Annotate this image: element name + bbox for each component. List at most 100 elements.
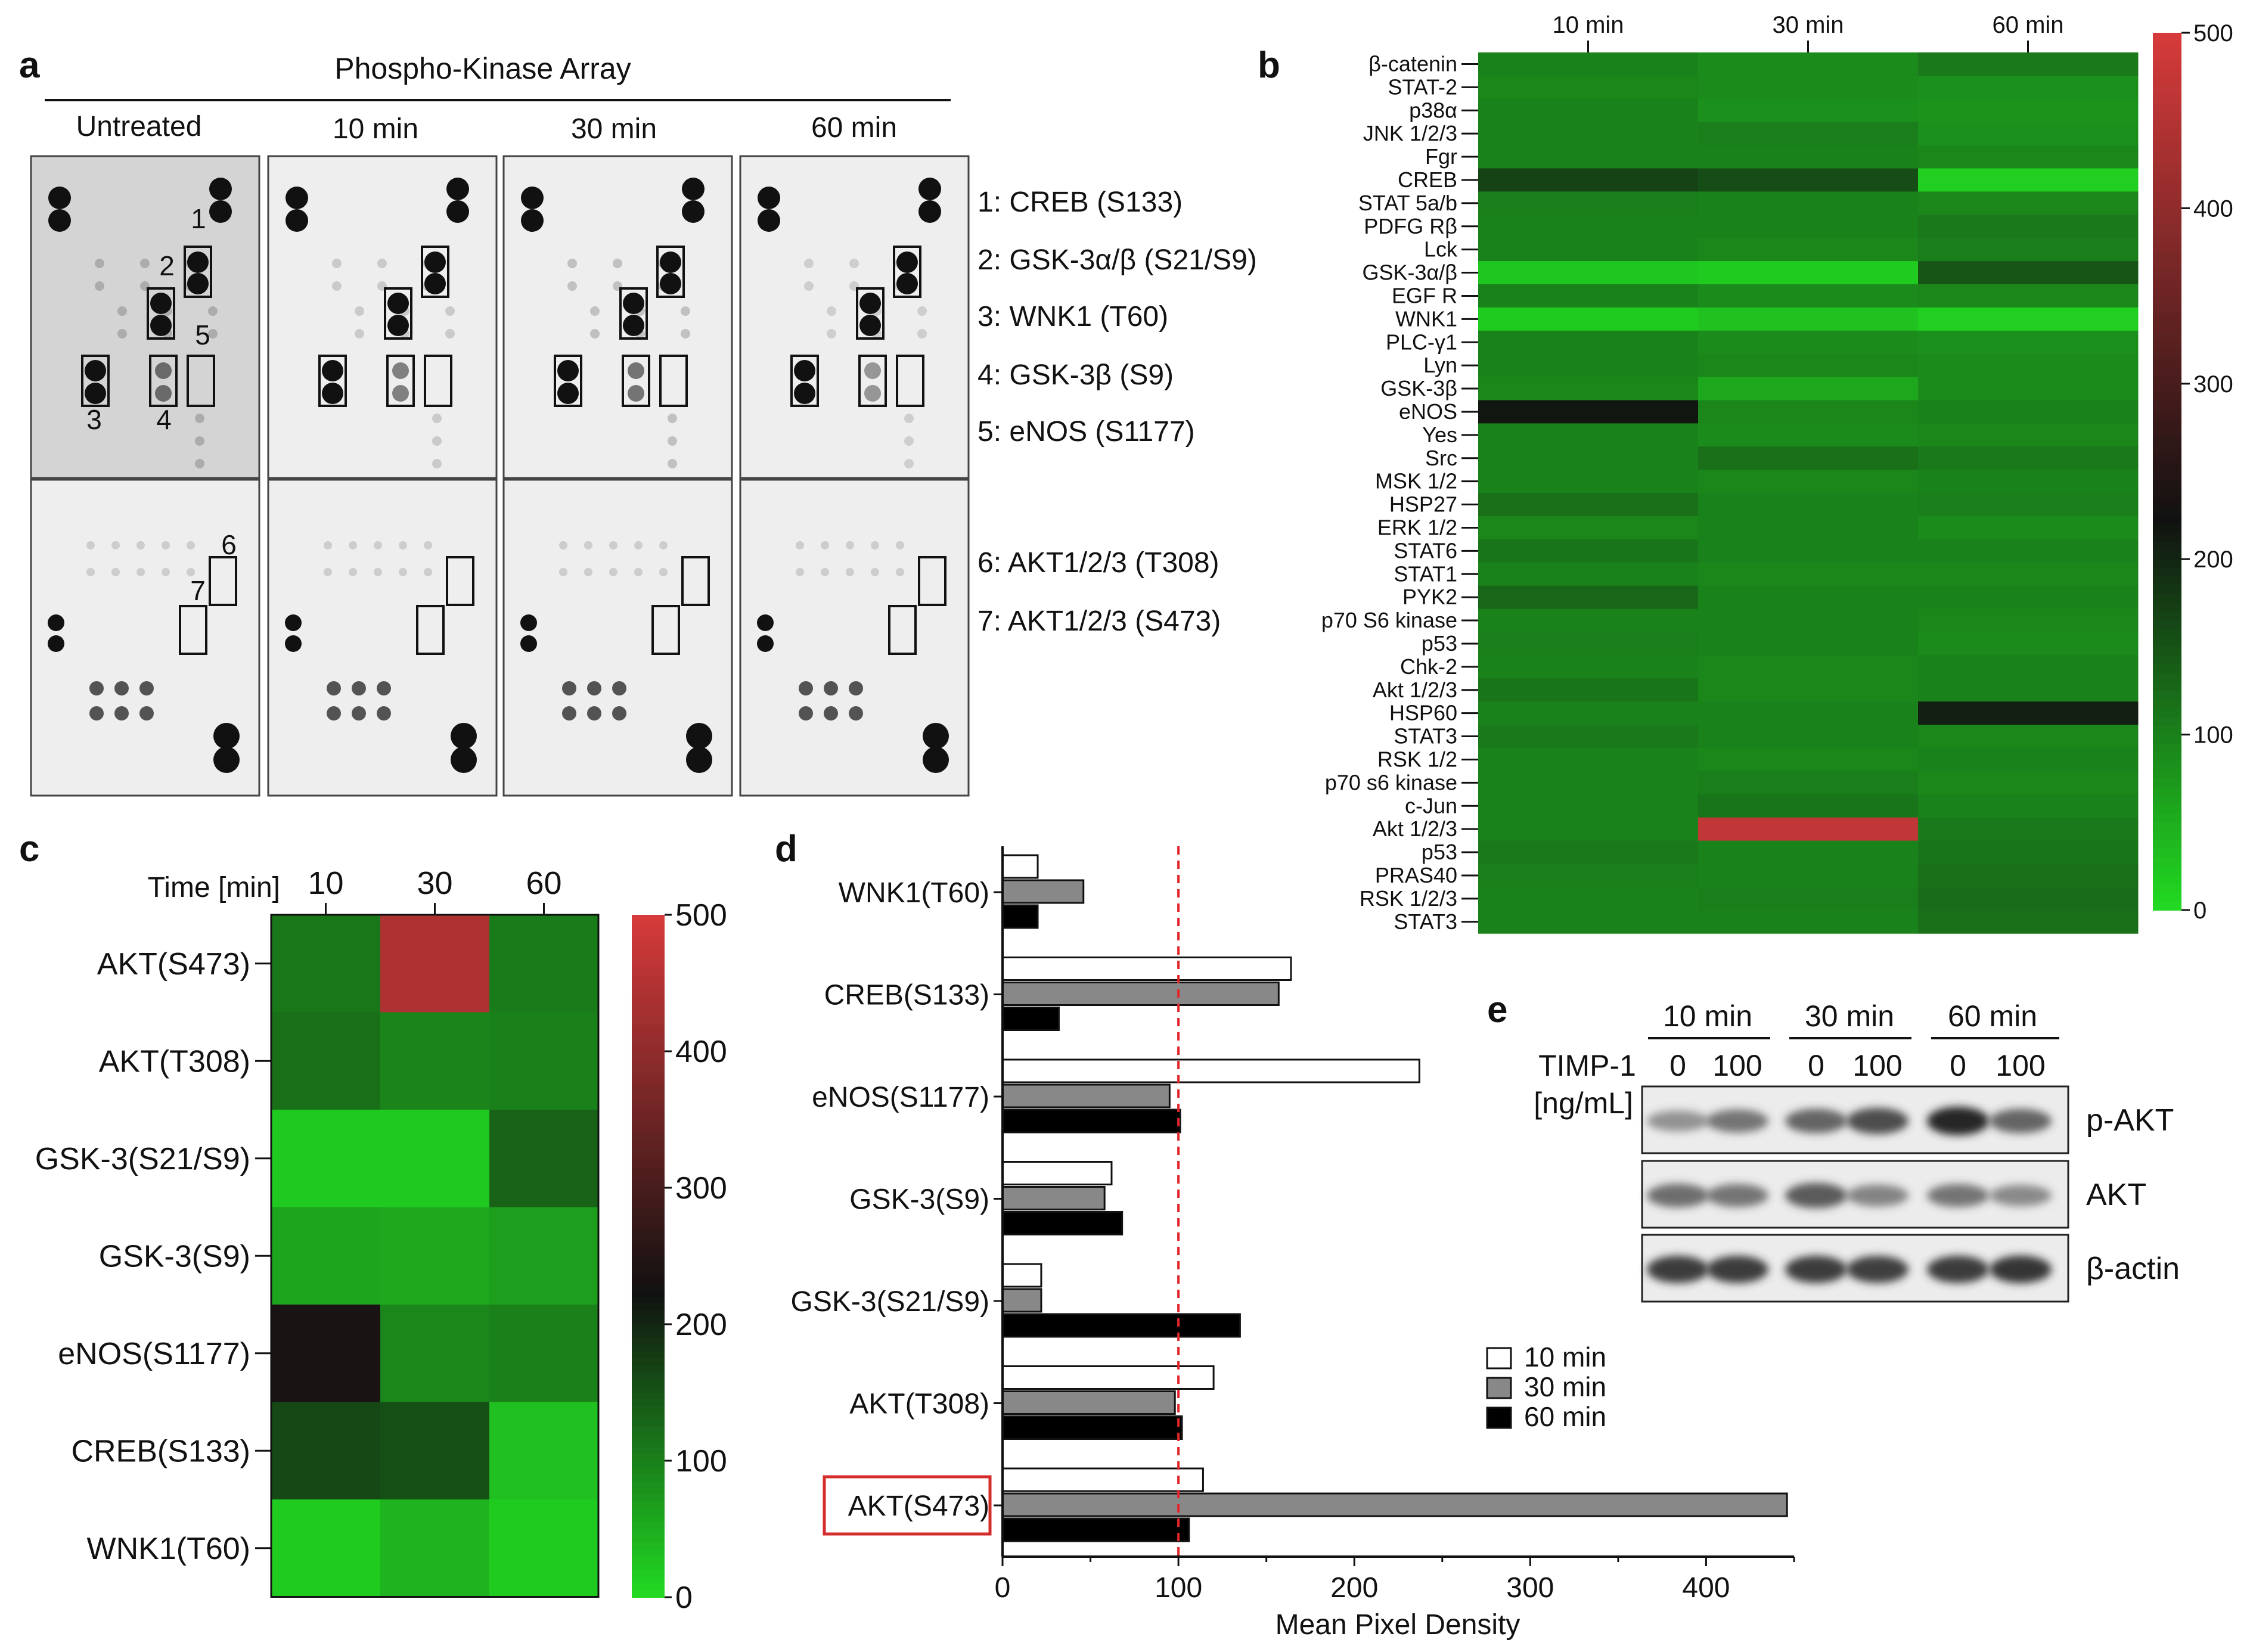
heatmap-b-row-label: p70 s6 kinase [1325, 770, 1457, 794]
array-spot [352, 706, 366, 721]
heatmap-b-cell [1918, 655, 2139, 679]
box-4-gsk3b [149, 355, 178, 407]
array-legend: 1: CREB (S133) 2: GSK-3α/β (S21/S9) 3: W… [977, 187, 1257, 637]
heatmap-c-cell [271, 1110, 381, 1207]
colorbar-c-segment [632, 1113, 665, 1120]
heatmap-b-cell [1698, 470, 1919, 493]
box-6-akt-t308 [209, 556, 237, 606]
reference-spot [682, 178, 705, 200]
array-spot [917, 329, 927, 339]
heatmap-b-cells [1478, 52, 2139, 934]
colorbar-c-segment [632, 1092, 665, 1100]
colorbar-b-tick-label: 100 [2193, 722, 2233, 749]
heatmap-b-row-label: p53 [1422, 840, 1457, 864]
colorbar-c-segment [632, 935, 665, 943]
colorbar-c-segment [632, 1583, 665, 1591]
heatmap-b-cell [1918, 470, 2139, 493]
box-5-enos [659, 355, 688, 407]
colorbar-b-segment [2153, 225, 2181, 235]
array-spot [187, 541, 195, 549]
reference-spot [757, 614, 774, 631]
heatmap-c-column-labels: 10 30 60 [308, 865, 562, 915]
heatmap-b-cell [1698, 145, 1919, 169]
colorbar-b-tick-label: 500 [2193, 20, 2233, 46]
array-spot [659, 568, 668, 576]
heatmap-c-cell [271, 1012, 381, 1110]
blot-dose-label: 100 [1712, 1049, 1762, 1082]
reference-spot [758, 209, 780, 232]
heatmap-c-cell [380, 1305, 490, 1402]
blot-dose-label: 0 [1808, 1049, 1824, 1082]
colorbar-b-segment [2153, 769, 2181, 780]
colorbar-c-segment [632, 1501, 665, 1510]
heatmap-b-row-label: ERK 1/2 [1377, 515, 1457, 539]
spot-wnk1 [557, 383, 579, 404]
heatmap-b-row-label: eNOS [1399, 399, 1457, 424]
box-number-7: 7 [190, 575, 206, 606]
array-spot [399, 541, 407, 549]
colorbar-b-segment [2153, 445, 2181, 455]
colorbar-c-segment [632, 1317, 665, 1325]
colorbar-c-tick-label: 0 [675, 1580, 693, 1615]
heatmap-b-cell [1918, 725, 2139, 749]
colorbar-c-segment [632, 942, 665, 950]
spot-wnk1 [85, 360, 106, 381]
colorbar-b-segment [2153, 480, 2181, 490]
colorbar-c-segment [632, 1126, 665, 1134]
colorbar-c-segment [632, 1072, 665, 1079]
array-spot [208, 329, 218, 339]
colorbar-b-segment [2153, 147, 2181, 157]
colorbar-c-segment [632, 1208, 665, 1216]
blot-band [1785, 1108, 1847, 1134]
legend-swatch-60-min [1486, 1406, 1512, 1429]
colorbar-c-segment [632, 1222, 665, 1229]
array-spot [332, 281, 342, 291]
colorbar-c-segment [632, 1215, 665, 1223]
blot-dose-label: 100 [1852, 1049, 1902, 1082]
heatmap-b-cell [1698, 122, 1919, 146]
reference-spot [213, 723, 240, 749]
bar-10-min [1001, 957, 1292, 981]
heatmap-b-cell [1478, 655, 1699, 679]
colorbar-c-segment [632, 1488, 665, 1496]
colorbar-c-segment [632, 1522, 665, 1530]
colorbar-c-segment [632, 1474, 665, 1482]
array-spot [445, 306, 455, 316]
box-2-gsk3ab [619, 287, 648, 340]
array-spot [327, 681, 341, 695]
spot-wnk1 [794, 383, 815, 404]
heatmap-b-row-label: Akt 1/2/3 [1373, 816, 1457, 841]
heatmap-b-cell [1698, 284, 1919, 308]
highlight-box-akt-s473 [823, 1475, 992, 1536]
colorbar-b-segment [2153, 357, 2181, 367]
colorbar-c-tick-label: 400 [675, 1035, 727, 1069]
reference-spot [285, 209, 308, 232]
spot-gsk3ab [150, 293, 172, 314]
heatmap-b-row-label: HSP27 [1389, 492, 1457, 517]
box-7-akt-s473 [651, 605, 680, 655]
colorbar-c-segment [632, 1276, 665, 1284]
blot-band [1927, 1107, 1989, 1135]
colorbar-c-segment [632, 1549, 665, 1557]
heatmap-b-cell [1698, 377, 1919, 400]
heatmap-b-cell [1918, 539, 2139, 563]
heatmap-b-cell [1698, 400, 1919, 424]
heatmap-b-row-label: Lck [1424, 237, 1458, 262]
colorbar-c-segment [632, 1372, 665, 1380]
heatmap-b-cell [1698, 238, 1919, 262]
colorbar-c-segment [632, 1106, 665, 1114]
heatmap-b-cell [1918, 284, 2139, 308]
heatmap-b-row-label: c-Jun [1405, 793, 1457, 818]
colorbar-b-segment [2153, 489, 2181, 499]
heatmap-b-cell [1478, 400, 1699, 424]
colorbar-b-segment [2153, 454, 2181, 464]
panel-a-letter: a [19, 45, 40, 86]
colorbar-c-segment [632, 1412, 665, 1421]
heatmap-b-cell [1478, 748, 1699, 772]
bar-30-min [1001, 1492, 1788, 1517]
heatmap-b-cell [1918, 516, 2139, 540]
array-spot [195, 414, 204, 423]
bar-10-min [1001, 1365, 1215, 1390]
heatmap-b-cell [1698, 562, 1919, 586]
spot-gsk3ab [387, 293, 409, 314]
